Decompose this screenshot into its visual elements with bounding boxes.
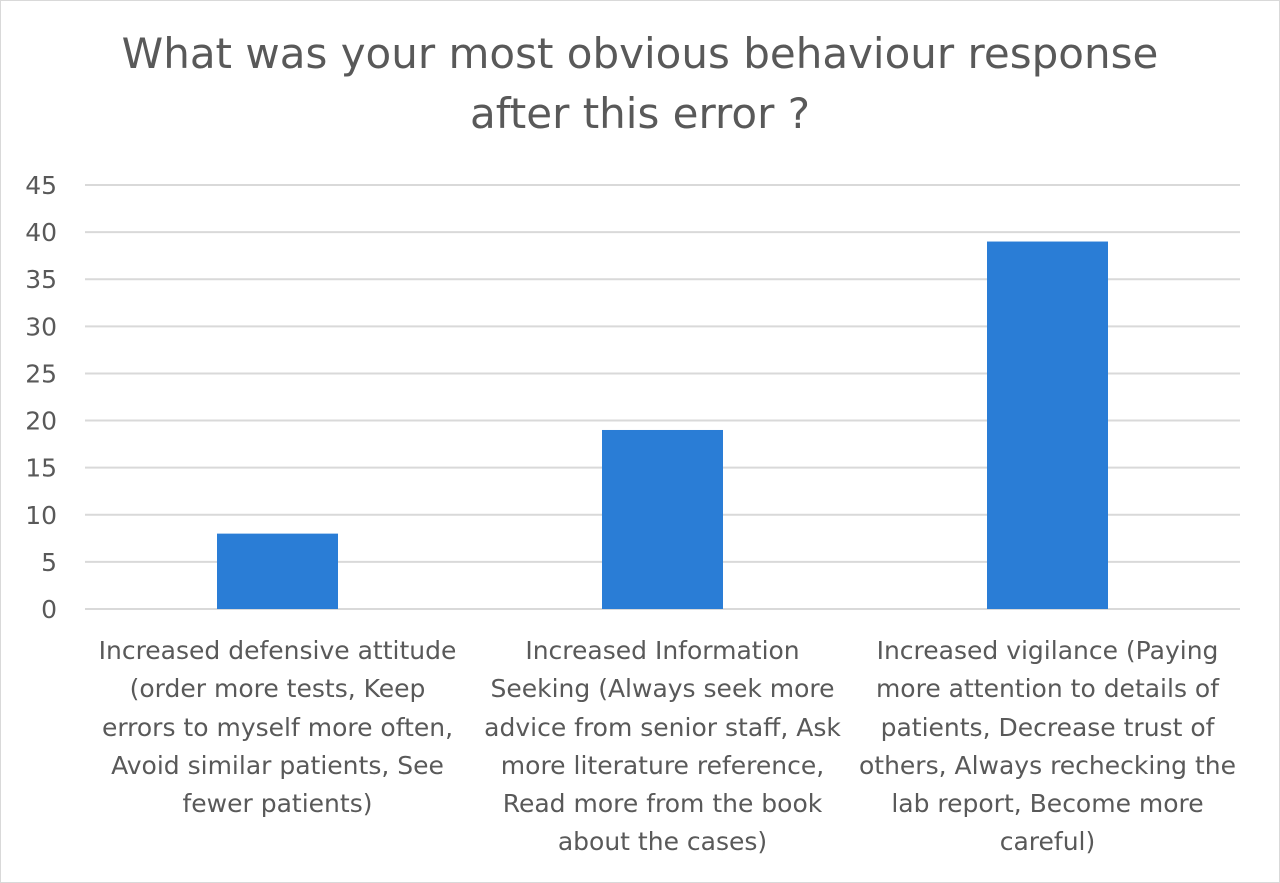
chart-title-line-2: after this error ?	[469, 89, 811, 138]
x-tick-label: Increased defensive attitude (order more …	[85, 632, 470, 823]
bar	[217, 533, 338, 609]
x-tick-label-line: Avoid similar patients, See	[111, 750, 444, 780]
y-tick-label: 20	[25, 407, 57, 436]
x-tick-label-line: fewer patients)	[182, 789, 373, 819]
x-tick-label-line: Read more from the book	[502, 789, 823, 819]
x-tick-label-line: careful)	[999, 827, 1096, 857]
x-tick-label: Increased Information Seeking (Always see…	[470, 632, 855, 862]
x-tick-label-line: Increased defensive attitude	[98, 636, 457, 665]
x-tick-label-line: others, Always rechecking the	[858, 750, 1237, 780]
y-tick-label: 45	[25, 171, 57, 200]
x-tick-label-line: errors to myself more often,	[101, 712, 454, 742]
y-tick-label: 35	[25, 265, 57, 294]
y-tick-label: 15	[25, 454, 57, 483]
x-tick-label-line: (order more tests, Keep	[129, 674, 426, 704]
y-tick-label: 30	[25, 312, 57, 341]
x-tick-label-line: more literature reference,	[500, 750, 825, 780]
x-tick-label-line: Increased vigilance (Paying	[876, 636, 1219, 665]
y-axis-ticks: 0 5 10 15 20 25 30 35 40 45	[25, 171, 57, 624]
y-tick-label: 0	[41, 595, 57, 624]
x-tick-label-line: lab report, Become more	[891, 789, 1204, 819]
y-tick-label: 40	[25, 218, 57, 247]
y-tick-label: 10	[25, 501, 57, 530]
chart-title-line-1: What was your most obvious behaviour res…	[121, 29, 1159, 78]
y-tick-label: 25	[25, 359, 57, 388]
x-tick-label-line: more attention to details of	[875, 674, 1220, 704]
x-tick-label-line: Seeking (Always seek more	[490, 674, 835, 704]
x-tick-label: Increased vigilance (Paying more attentio…	[855, 632, 1240, 862]
y-tick-label: 5	[41, 548, 57, 577]
chart-title: What was your most obvious behaviour res…	[0, 24, 1280, 144]
bars	[217, 241, 1108, 610]
bar	[602, 429, 723, 609]
x-tick-label-line: advice from senior staff, Ask	[484, 712, 841, 742]
x-tick-label-line: patients, Decrease trust of	[880, 712, 1215, 742]
x-tick-label-line: about the cases)	[557, 827, 768, 857]
x-tick-label-line: Increased Information	[525, 636, 800, 665]
bar	[987, 241, 1108, 610]
